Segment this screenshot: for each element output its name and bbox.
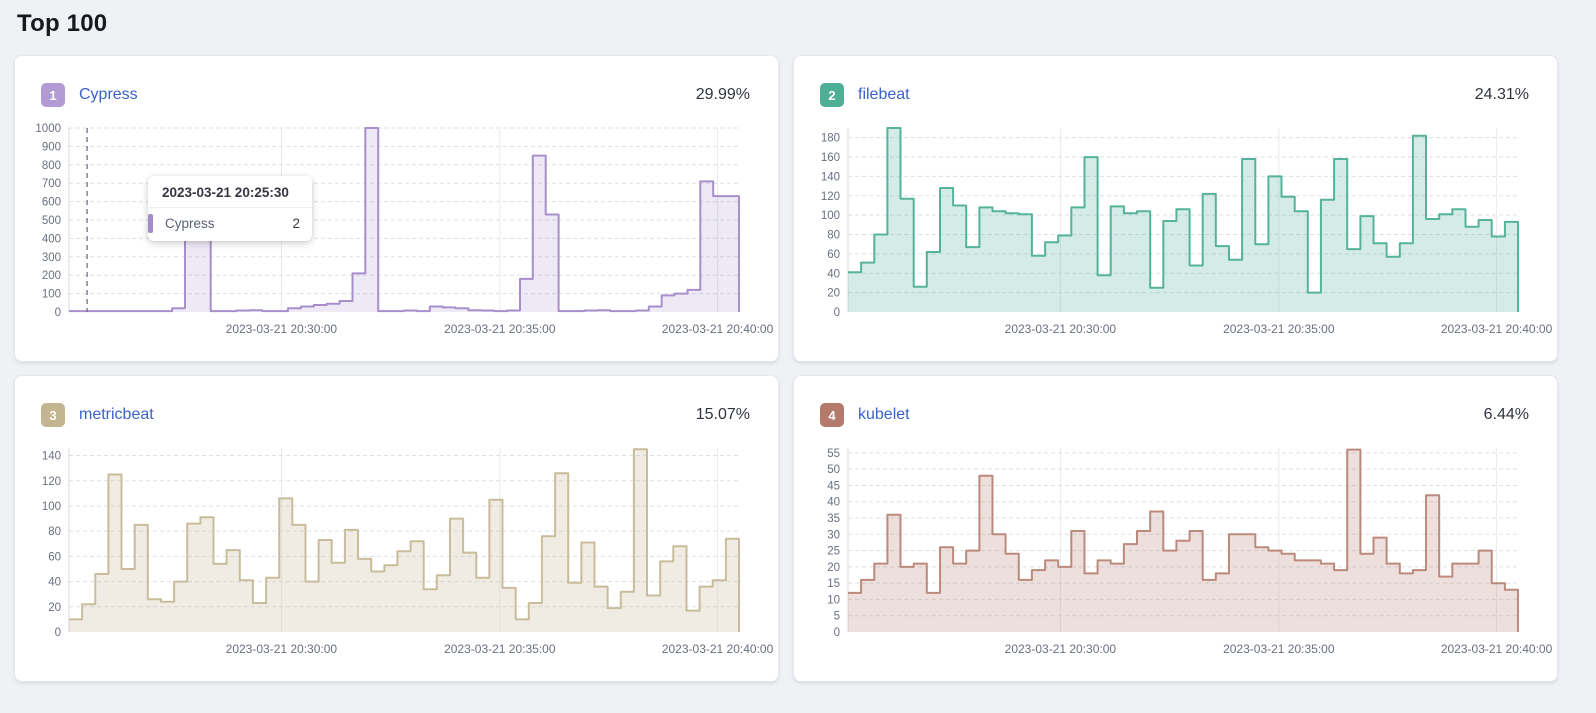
panel-metricbeat: 3 metricbeat 15.07% 0 20 40 60 80 100 120 140 20…: [14, 375, 779, 682]
tooltip-series-label: Cypress: [165, 216, 215, 231]
chart-svg: 0 20 40 60 80 100 120 140 160 180 2023-03-21 20:30…: [821, 127, 1553, 336]
series-link-kubelet[interactable]: kubelet: [858, 406, 910, 423]
rank-badge: 4: [820, 403, 844, 427]
rank-badge: 2: [820, 83, 844, 107]
x-axis-tick-label: 2023-03-21 20:30:00: [226, 322, 338, 336]
panel-header: 4 kubelet 6.44%: [794, 376, 1557, 427]
chart-cypress[interactable]: 0 100 200 300 400 500 600 700 800 900 1000 2023-03-…: [15, 122, 780, 352]
chart-svg: 0 20 40 60 80 100 120 140 2023-03-21 20:30:00 202…: [42, 448, 774, 656]
series-area: [848, 128, 1518, 312]
series-line: [69, 448, 740, 632]
y-axis-tick-label: 0: [834, 307, 840, 319]
series-area: [69, 449, 739, 632]
y-axis-tick-label: 180: [821, 133, 840, 145]
y-axis-tick-label: 200: [42, 270, 61, 282]
panels-grid: 1 Cypress 29.99% 0 100 200 300 400 500 600 700 8…: [14, 55, 1582, 682]
rank-badge: 3: [41, 403, 65, 427]
y-axis-tick-label: 25: [827, 546, 840, 558]
y-axis-tick-label: 100: [42, 289, 61, 301]
y-axis-tick-label: 0: [55, 307, 61, 319]
panel-header: 2 filebeat 24.31%: [794, 56, 1557, 107]
x-axis-tick-label: 2023-03-21 20:40:00: [1441, 642, 1553, 656]
chart-filebeat[interactable]: 0 20 40 60 80 100 120 140 160 180 2023-03-21 20:30…: [794, 122, 1559, 352]
y-axis-tick-label: 20: [827, 562, 840, 574]
y-axis-tick-label: 100: [42, 501, 61, 513]
y-axis-tick-label: 40: [827, 268, 840, 280]
y-axis-tick-label: 120: [42, 476, 61, 488]
y-axis-tick-label: 10: [827, 594, 840, 606]
x-axis-tick-label: 2023-03-21 20:30:00: [226, 642, 338, 656]
tooltip-series-row: Cypress 2: [148, 208, 312, 241]
y-axis-tick-label: 80: [48, 526, 61, 538]
panel-header: 3 metricbeat 15.07%: [15, 376, 778, 427]
y-axis-tick-label: 45: [827, 480, 840, 492]
series-line: [848, 127, 1519, 312]
panel-header: 1 Cypress 29.99%: [15, 56, 778, 107]
y-axis-tick-label: 120: [821, 191, 840, 203]
chart-tooltip: 2023-03-21 20:25:30 Cypress 2: [148, 176, 312, 241]
y-axis-tick-label: 500: [42, 215, 61, 227]
chart-kubelet[interactable]: 0 5 10 15 20 25 30 35 40 45 50 55 2023-03-21 20:30:0…: [794, 442, 1559, 672]
series-link-cypress[interactable]: Cypress: [79, 86, 138, 103]
x-axis-tick-label: 2023-03-21 20:35:00: [444, 642, 556, 656]
x-axis-tick-label: 2023-03-21 20:35:00: [1223, 322, 1335, 336]
y-axis-tick-label: 35: [827, 513, 840, 525]
y-axis-tick-label: 160: [821, 152, 840, 164]
x-axis-tick-label: 2023-03-21 20:35:00: [1223, 642, 1335, 656]
y-axis-tick-label: 400: [42, 233, 61, 245]
series-color-marker: [148, 214, 153, 233]
panel-filebeat: 2 filebeat 24.31% 0 20 40 60 80 100 120 140 160 1…: [793, 55, 1558, 362]
y-axis-tick-label: 900: [42, 141, 61, 153]
x-axis-tick-label: 2023-03-21 20:40:00: [662, 642, 774, 656]
x-axis-tick-label: 2023-03-21 20:35:00: [444, 322, 556, 336]
y-axis-tick-label: 700: [42, 178, 61, 190]
series-link-metricbeat[interactable]: metricbeat: [79, 406, 154, 423]
y-axis-tick-label: 60: [827, 249, 840, 261]
percentage-value: 29.99%: [695, 86, 750, 103]
y-axis-tick-label: 1000: [35, 123, 61, 135]
y-axis-tick-label: 20: [827, 288, 840, 300]
y-axis-tick-label: 50: [827, 464, 840, 476]
y-axis-tick-label: 55: [827, 448, 840, 460]
tooltip-timestamp: 2023-03-21 20:25:30: [148, 176, 312, 208]
y-axis-tick-label: 60: [48, 551, 61, 563]
percentage-value: 15.07%: [695, 406, 750, 423]
chart-metricbeat[interactable]: 0 20 40 60 80 100 120 140 2023-03-21 20:30:00 202…: [15, 442, 780, 672]
y-axis-tick-label: 100: [821, 210, 840, 222]
y-axis-tick-label: 140: [42, 451, 61, 463]
chart-svg: 0 100 200 300 400 500 600 700 800 900 1000 2023-03-…: [35, 123, 774, 336]
y-axis-tick-label: 40: [48, 577, 61, 589]
x-axis-tick-label: 2023-03-21 20:30:00: [1005, 642, 1117, 656]
panel-kubelet: 4 kubelet 6.44% 0 5 10 15 20 25 30 35 40 45 50 55 20…: [793, 375, 1558, 682]
rank-badge: 1: [41, 83, 65, 107]
y-axis-tick-label: 0: [55, 627, 61, 639]
y-axis-tick-label: 0: [834, 627, 840, 639]
y-axis-tick-label: 40: [827, 497, 840, 509]
panel-cypress: 1 Cypress 29.99% 0 100 200 300 400 500 600 700 8…: [14, 55, 779, 362]
x-axis-tick-label: 2023-03-21 20:30:00: [1005, 322, 1117, 336]
series-line: [848, 448, 1519, 632]
y-axis-tick-label: 20: [48, 602, 61, 614]
tooltip-series-value: 2: [292, 216, 300, 231]
y-axis-tick-label: 800: [42, 160, 61, 172]
x-axis-tick-label: 2023-03-21 20:40:00: [1441, 322, 1553, 336]
y-axis-tick-label: 5: [834, 611, 840, 623]
y-axis-tick-label: 80: [827, 230, 840, 242]
series-line: [69, 127, 740, 313]
x-axis-tick-label: 2023-03-21 20:40:00: [662, 322, 774, 336]
y-axis-tick-label: 30: [827, 529, 840, 541]
percentage-value: 6.44%: [1483, 406, 1529, 423]
chart-svg: 0 5 10 15 20 25 30 35 40 45 50 55 2023-03-21 20:30:0…: [827, 448, 1553, 656]
y-axis-tick-label: 300: [42, 252, 61, 264]
y-axis-tick-label: 600: [42, 197, 61, 209]
y-axis-tick-label: 15: [827, 578, 840, 590]
percentage-value: 24.31%: [1474, 86, 1529, 103]
series-link-filebeat[interactable]: filebeat: [858, 86, 910, 103]
page-title: Top 100: [17, 10, 108, 37]
y-axis-tick-label: 140: [821, 171, 840, 183]
